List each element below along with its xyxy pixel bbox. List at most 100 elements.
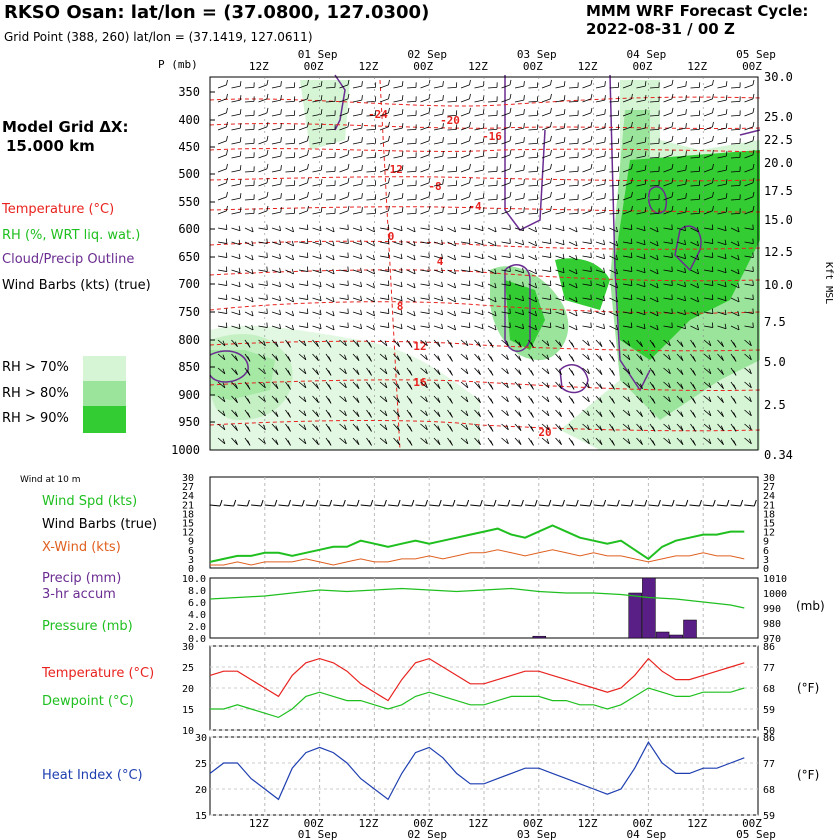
heat-y-tick: 25 bbox=[195, 759, 207, 770]
wind-y-tick-right: 24 bbox=[763, 491, 775, 502]
wind-barb bbox=[217, 255, 227, 258]
date-label-bottom: 02 Sep bbox=[407, 828, 447, 840]
wind-barb-flag bbox=[347, 107, 350, 114]
wind-barb-flag bbox=[388, 135, 390, 142]
wind-barb bbox=[271, 353, 279, 361]
wind-barb-flag bbox=[279, 239, 281, 245]
wind-barb bbox=[744, 353, 752, 361]
wind-barb bbox=[271, 367, 279, 375]
wind-barb bbox=[568, 227, 578, 233]
wind-barb-flag bbox=[752, 308, 754, 314]
wind-barb bbox=[514, 99, 524, 103]
wind-barb bbox=[217, 98, 227, 103]
wind-barb-flag bbox=[671, 163, 674, 170]
wind-barb bbox=[393, 85, 403, 89]
wind-barb bbox=[690, 212, 700, 215]
wind-barb bbox=[258, 84, 268, 89]
wind-barb bbox=[433, 85, 443, 89]
wind-barb bbox=[244, 198, 255, 201]
wind-barb-flag bbox=[428, 107, 431, 114]
wind-barb-flag bbox=[372, 268, 375, 275]
wind-barb-flag bbox=[509, 107, 512, 114]
wind-barb bbox=[271, 141, 281, 145]
wind-barb bbox=[730, 86, 741, 89]
wind-barb bbox=[433, 241, 443, 246]
wind-barb bbox=[541, 255, 551, 258]
wind-barb bbox=[339, 353, 347, 361]
hour-label-top: 00Z bbox=[742, 60, 762, 73]
pressure-tick: 450 bbox=[178, 140, 200, 154]
wind-barb-flag bbox=[630, 294, 633, 300]
wind-barb bbox=[663, 367, 671, 375]
wind-barb bbox=[474, 381, 481, 389]
wind-barb-flag bbox=[571, 342, 575, 348]
wind-barb-flag bbox=[737, 226, 740, 233]
wind-barb bbox=[609, 297, 618, 303]
wind-barb-flag bbox=[372, 254, 375, 261]
wind-barb-flag bbox=[347, 191, 350, 198]
surface-wind-barb bbox=[442, 504, 453, 507]
hour-label-bottom: 12Z bbox=[358, 817, 378, 830]
surface-wind-barb bbox=[415, 504, 426, 507]
wind-barb-flag bbox=[656, 324, 659, 331]
wind-barb-flag bbox=[563, 193, 566, 199]
wind-barb-flag bbox=[558, 439, 562, 445]
wind-barb bbox=[636, 183, 646, 187]
legend-pressure: Pressure (mb) bbox=[42, 619, 133, 634]
wind-barb bbox=[717, 85, 727, 89]
wind-barb bbox=[622, 196, 632, 201]
wind-barb-flag bbox=[226, 205, 228, 212]
wind-barb-flag bbox=[652, 426, 656, 432]
wind-barb-flag bbox=[563, 123, 566, 129]
wind-barb-flag bbox=[465, 410, 469, 416]
wind-barb-flag bbox=[571, 356, 575, 362]
wind-barb bbox=[676, 381, 684, 389]
wind-barb bbox=[393, 423, 400, 431]
wind-barb bbox=[231, 211, 241, 215]
wind-barb bbox=[595, 367, 603, 375]
wind-barb bbox=[393, 339, 400, 347]
wind-barb-flag bbox=[425, 410, 428, 416]
wind-barb-flag bbox=[225, 280, 228, 286]
wind-barb-flag bbox=[590, 149, 593, 156]
surface-wind-barb bbox=[579, 504, 590, 507]
wind-barb bbox=[501, 269, 511, 272]
upper-wind-barbs bbox=[217, 79, 755, 446]
wind-barb-flag bbox=[639, 341, 643, 347]
wind-barb bbox=[393, 437, 400, 445]
wind-barb-flag bbox=[643, 281, 646, 287]
wind-barb-flag bbox=[413, 268, 416, 275]
wind-barb-flag bbox=[275, 411, 279, 417]
wind-barb bbox=[258, 182, 268, 187]
wind-barb-flag bbox=[275, 355, 279, 361]
wind-barb-flag bbox=[615, 282, 618, 289]
wind-barb bbox=[298, 395, 307, 403]
wind-barb bbox=[703, 227, 713, 230]
wind-barb-flag bbox=[226, 79, 228, 86]
wind-barb-flag bbox=[266, 149, 269, 156]
wind-barb bbox=[447, 212, 457, 215]
wind-barb bbox=[636, 211, 646, 215]
wind-barb-flag bbox=[522, 295, 524, 301]
wind-barb-flag bbox=[696, 268, 699, 275]
wind-barb bbox=[622, 210, 632, 215]
wind-barb-flag bbox=[396, 411, 400, 417]
wind-barb bbox=[528, 128, 538, 131]
wind-barb bbox=[636, 255, 646, 260]
wind-barb bbox=[730, 269, 740, 275]
wind-barb-flag bbox=[226, 149, 228, 156]
wind-barb bbox=[217, 241, 227, 244]
wind-barb-flag bbox=[469, 121, 471, 128]
wind-barb bbox=[514, 353, 522, 361]
wind-barb bbox=[420, 227, 430, 230]
wind-barb bbox=[339, 140, 349, 145]
wind-barb-flag bbox=[477, 425, 481, 431]
surface-wind-barb bbox=[730, 504, 741, 507]
wind-barb-flag bbox=[611, 412, 615, 418]
surface-wind-barb bbox=[607, 504, 618, 507]
wind-barb-flag bbox=[465, 424, 469, 430]
legend-rh: RH (%, WRT liq. wat.) bbox=[2, 228, 141, 243]
wind-barb-flag bbox=[332, 296, 335, 303]
wind-barb-flag bbox=[644, 95, 647, 101]
wind-barb bbox=[528, 142, 538, 145]
